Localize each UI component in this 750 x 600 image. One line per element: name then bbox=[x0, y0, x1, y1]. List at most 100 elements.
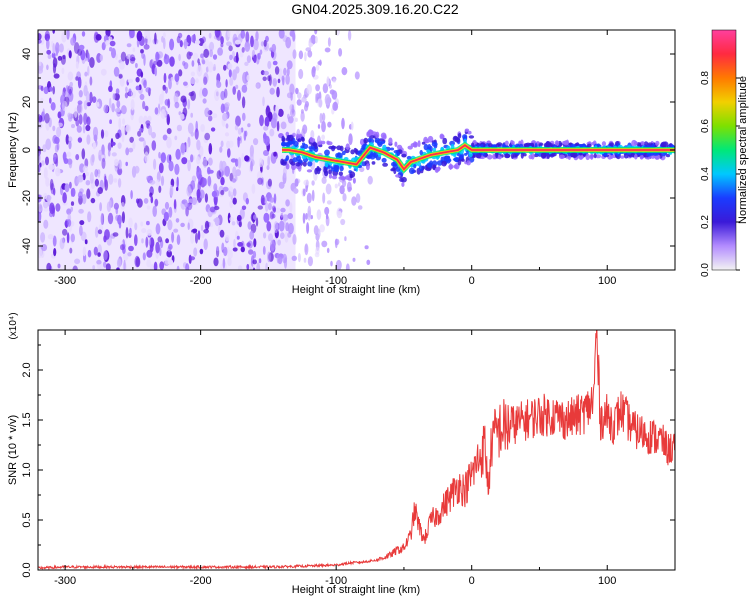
noise-blob bbox=[148, 188, 154, 193]
noise-blob bbox=[103, 235, 107, 243]
noise-blob bbox=[239, 51, 244, 58]
noise-blob bbox=[216, 81, 222, 88]
noise-blob bbox=[160, 152, 166, 164]
noise-blob bbox=[285, 36, 292, 49]
noise-blob bbox=[227, 148, 231, 158]
noise-blob bbox=[252, 250, 257, 259]
noise-blob bbox=[194, 39, 201, 45]
noise-blob bbox=[113, 66, 120, 77]
noise-blob bbox=[45, 138, 52, 151]
noise-blob bbox=[114, 158, 119, 167]
noise-blob bbox=[319, 224, 325, 233]
noise-blob bbox=[238, 221, 242, 228]
noise-blob bbox=[317, 98, 323, 108]
noise-blob bbox=[241, 84, 248, 93]
noise-blob bbox=[174, 135, 178, 141]
ridge-energy bbox=[639, 154, 644, 160]
noise-blob bbox=[314, 30, 318, 35]
noise-blob bbox=[163, 72, 167, 84]
ridge-energy bbox=[339, 165, 344, 172]
ridge-energy bbox=[295, 162, 301, 167]
noise-blob bbox=[237, 127, 242, 135]
noise-blob bbox=[190, 71, 195, 77]
noise-blob bbox=[287, 232, 292, 238]
noise-blob bbox=[285, 199, 290, 207]
noise-blob bbox=[267, 202, 272, 211]
noise-blob bbox=[38, 67, 43, 74]
noise-blob bbox=[158, 93, 164, 105]
ridge-energy bbox=[349, 171, 356, 178]
noise-blob bbox=[269, 128, 275, 137]
noise-blob bbox=[240, 30, 246, 39]
noise-blob bbox=[61, 100, 68, 112]
ridge-energy bbox=[406, 155, 412, 160]
noise-blob bbox=[173, 199, 177, 210]
noise-blob bbox=[308, 42, 314, 47]
noise-blob bbox=[364, 245, 369, 250]
noise-blob bbox=[166, 128, 172, 135]
noise-blob bbox=[285, 74, 290, 85]
noise-blob bbox=[180, 222, 185, 228]
ridge-energy bbox=[440, 134, 445, 139]
noise-blob bbox=[146, 229, 153, 236]
noise-blob bbox=[132, 141, 136, 150]
noise-blob bbox=[283, 67, 287, 76]
noise-blob bbox=[228, 190, 231, 197]
snr-line bbox=[38, 330, 675, 570]
noise-blob bbox=[322, 83, 329, 94]
noise-blob bbox=[232, 188, 237, 197]
noise-blob bbox=[145, 120, 151, 126]
noise-blob bbox=[66, 232, 70, 244]
noise-blob bbox=[200, 224, 204, 232]
ridge-energy bbox=[457, 133, 462, 139]
noise-blob bbox=[326, 200, 332, 205]
ridge-energy bbox=[609, 142, 614, 147]
noise-blob bbox=[142, 100, 146, 110]
noise-blob bbox=[181, 157, 188, 165]
noise-blob bbox=[304, 51, 307, 62]
noise-blob bbox=[321, 240, 328, 248]
noise-blob bbox=[153, 60, 158, 66]
noise-blob bbox=[101, 157, 106, 169]
noise-blob bbox=[103, 261, 107, 268]
ridge-energy bbox=[281, 141, 287, 147]
noise-blob bbox=[314, 252, 320, 258]
y-tick-label: 0.0 bbox=[21, 562, 33, 577]
noise-blob bbox=[143, 79, 147, 89]
snr-y-axis-label: SNR (10 * v/v) bbox=[7, 415, 19, 485]
noise-blob bbox=[52, 30, 55, 34]
noise-blob bbox=[286, 67, 290, 76]
noise-blob bbox=[52, 43, 55, 55]
noise-blob bbox=[302, 188, 306, 197]
ridge-energy bbox=[417, 161, 422, 167]
noise-blob bbox=[258, 258, 262, 264]
noise-blob bbox=[132, 47, 136, 52]
noise-blob bbox=[287, 222, 294, 235]
noise-blob bbox=[351, 196, 357, 206]
noise-blob bbox=[42, 144, 47, 153]
noise-blob bbox=[329, 89, 335, 95]
ridge-energy bbox=[288, 134, 294, 141]
noise-blob bbox=[150, 195, 154, 204]
noise-blob bbox=[190, 180, 196, 191]
noise-blob bbox=[175, 148, 181, 160]
noise-blob bbox=[44, 113, 50, 124]
colorbar-tick-label: 0.4 bbox=[700, 167, 711, 181]
noise-blob bbox=[350, 121, 354, 131]
noise-blob bbox=[250, 160, 253, 172]
noise-blob bbox=[219, 229, 225, 238]
noise-blob bbox=[269, 197, 275, 203]
noise-blob bbox=[282, 166, 287, 179]
noise-blob bbox=[208, 169, 214, 174]
snr-data bbox=[38, 330, 675, 570]
spectrogram-y-axis-label: Frequency (Hz) bbox=[7, 112, 19, 188]
ridge-energy bbox=[337, 152, 343, 158]
noise-blob bbox=[86, 134, 91, 145]
noise-blob bbox=[117, 214, 122, 225]
noise-blob bbox=[249, 144, 254, 157]
noise-blob bbox=[263, 232, 267, 239]
noise-blob bbox=[154, 32, 157, 45]
noise-blob bbox=[306, 222, 310, 234]
noise-blob bbox=[204, 193, 208, 203]
noise-blob bbox=[67, 85, 73, 95]
